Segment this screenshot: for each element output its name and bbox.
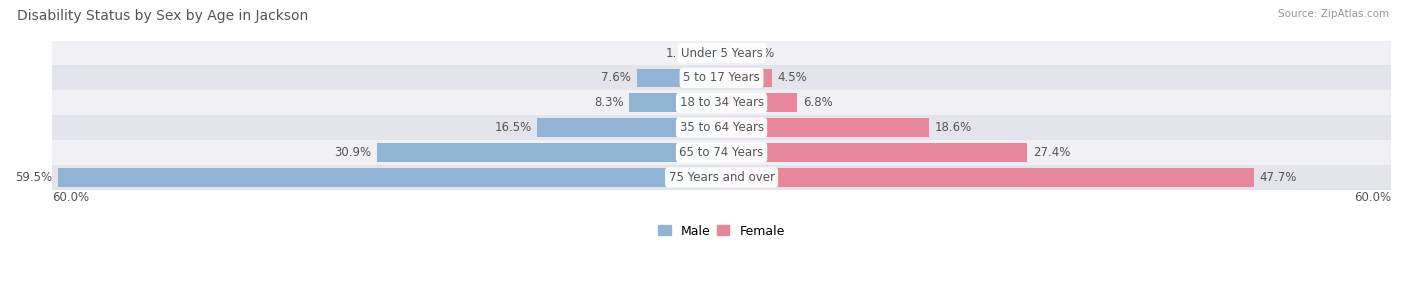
Text: 6.8%: 6.8% <box>803 96 832 109</box>
Bar <box>721 93 797 112</box>
Bar <box>377 143 721 162</box>
Text: Disability Status by Sex by Age in Jackson: Disability Status by Sex by Age in Jacks… <box>17 9 308 23</box>
Text: Source: ZipAtlas.com: Source: ZipAtlas.com <box>1278 9 1389 19</box>
Text: 0.91%: 0.91% <box>737 47 775 60</box>
Bar <box>52 165 1391 190</box>
Text: 4.5%: 4.5% <box>778 71 807 85</box>
Text: 5 to 17 Years: 5 to 17 Years <box>683 71 759 85</box>
Text: 75 Years and over: 75 Years and over <box>669 171 775 184</box>
Text: 27.4%: 27.4% <box>1033 146 1070 159</box>
Text: 18 to 34 Years: 18 to 34 Years <box>679 96 763 109</box>
Bar <box>721 69 772 87</box>
Bar <box>52 140 1391 165</box>
Bar <box>58 168 721 187</box>
Text: 59.5%: 59.5% <box>15 171 52 184</box>
Text: 60.0%: 60.0% <box>52 191 89 204</box>
Text: 30.9%: 30.9% <box>335 146 371 159</box>
Bar <box>702 44 721 62</box>
Text: 16.5%: 16.5% <box>495 121 531 134</box>
Text: 65 to 74 Years: 65 to 74 Years <box>679 146 763 159</box>
Bar <box>537 118 721 137</box>
Text: 18.6%: 18.6% <box>935 121 972 134</box>
Bar <box>721 168 1254 187</box>
Legend: Male, Female: Male, Female <box>654 219 790 243</box>
Text: Under 5 Years: Under 5 Years <box>681 47 762 60</box>
Bar <box>52 40 1391 65</box>
Text: 8.3%: 8.3% <box>593 96 623 109</box>
Bar <box>721 143 1028 162</box>
Bar <box>721 118 929 137</box>
Bar <box>52 115 1391 140</box>
Bar <box>721 44 731 62</box>
Text: 60.0%: 60.0% <box>1354 191 1391 204</box>
Text: 1.8%: 1.8% <box>666 47 696 60</box>
Bar <box>52 90 1391 115</box>
Text: 47.7%: 47.7% <box>1260 171 1296 184</box>
Text: 7.6%: 7.6% <box>602 71 631 85</box>
Bar <box>52 65 1391 90</box>
Bar <box>628 93 721 112</box>
Text: 35 to 64 Years: 35 to 64 Years <box>679 121 763 134</box>
Bar <box>637 69 721 87</box>
